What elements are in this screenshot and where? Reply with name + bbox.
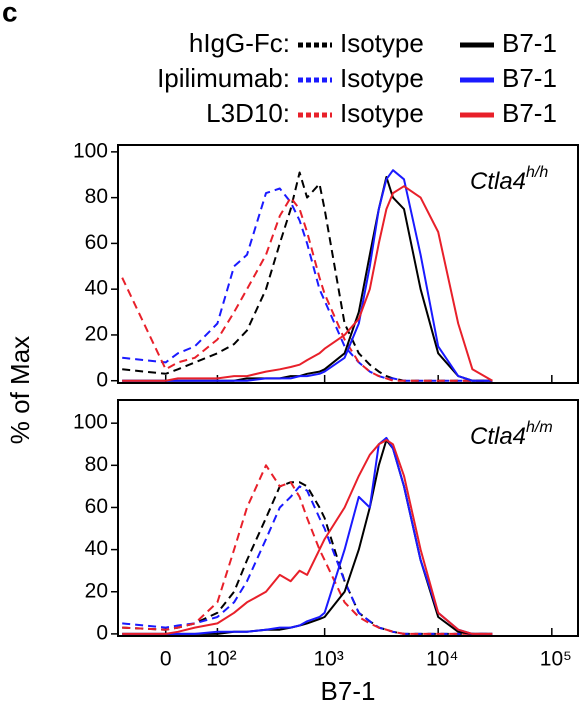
x-tick-label: 10²	[206, 648, 236, 671]
y-tick-label: 80	[85, 453, 108, 476]
y-axis-label: % of Max	[5, 336, 35, 444]
plot-lines	[122, 436, 493, 635]
legend-label: Isotype	[340, 28, 424, 58]
y-tick-label: 100	[73, 139, 108, 162]
legend-label: B7-1	[502, 63, 557, 93]
y-tick-label: 40	[85, 277, 108, 300]
legend-label: Isotype	[340, 63, 424, 93]
x-tick-label: 10⁴	[426, 648, 458, 671]
title-superscript: h/m	[526, 419, 553, 436]
panel-title: Ctla4h/h	[470, 164, 548, 195]
plot-frame	[117, 399, 579, 637]
title-superscript: h/h	[526, 164, 548, 181]
x-axis-label: B7-1	[321, 676, 376, 706]
histogram-line	[122, 176, 493, 382]
legend-row-label: hIgG-Fc:	[189, 28, 290, 58]
legend-row-label: L3D10:	[206, 98, 290, 128]
legend-label: B7-1	[502, 28, 557, 58]
title-main: Ctla4	[470, 168, 526, 195]
panel-label: c	[2, 0, 18, 27]
plot-frame	[117, 144, 579, 384]
y-tick-label: 20	[85, 579, 108, 602]
histogram-line	[122, 169, 493, 382]
x-tick-label: 0	[160, 648, 172, 671]
histogram-line	[122, 185, 493, 382]
x-tick-label: 10⁵	[540, 648, 572, 671]
legend-row-label: Ipilimumab:	[157, 63, 290, 93]
histogram-line	[122, 439, 493, 635]
histogram-line	[121, 196, 493, 382]
y-tick-label: 60	[85, 495, 108, 518]
legend-label: Isotype	[340, 98, 424, 128]
y-tick-label: 100	[73, 411, 108, 434]
x-tick-label: 10³	[313, 648, 343, 671]
plot-lines	[121, 169, 493, 382]
y-tick-label: 40	[85, 537, 108, 560]
legend-label: B7-1	[502, 98, 557, 128]
y-tick-label: 60	[85, 231, 108, 254]
title-main: Ctla4	[470, 423, 526, 450]
histogram-line	[122, 436, 493, 635]
y-tick-label: 0	[96, 368, 108, 391]
y-tick-label: 0	[96, 621, 108, 644]
panel-title: Ctla4h/m	[470, 419, 553, 450]
y-tick-label: 80	[85, 185, 108, 208]
histogram-line	[122, 464, 493, 635]
y-tick-label: 20	[85, 322, 108, 345]
